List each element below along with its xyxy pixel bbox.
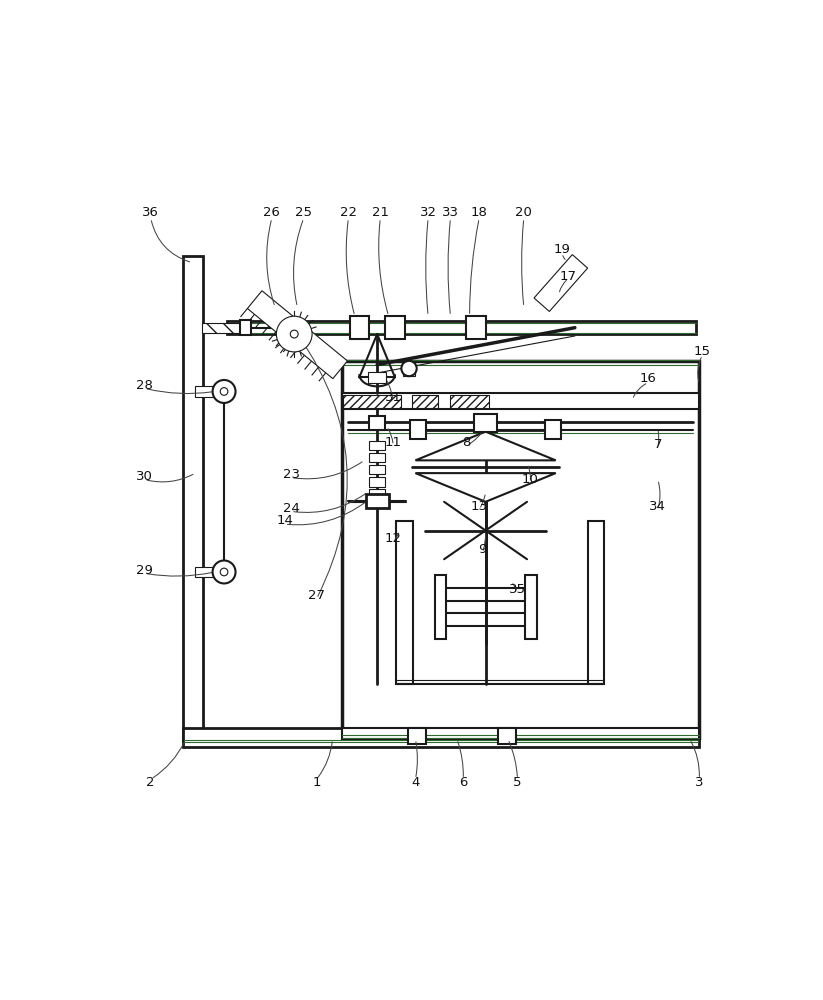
Text: 27: 27: [308, 589, 325, 602]
Bar: [227, 321, 696, 334]
Text: 3: 3: [695, 776, 704, 789]
Text: 19: 19: [554, 243, 570, 256]
Text: 6: 6: [459, 776, 467, 789]
Circle shape: [277, 316, 312, 352]
Bar: [450, 395, 489, 408]
Polygon shape: [416, 432, 556, 460]
Bar: [370, 416, 385, 430]
Text: 1: 1: [312, 776, 321, 789]
Bar: [412, 395, 438, 408]
Bar: [368, 372, 386, 383]
Text: 18: 18: [471, 206, 488, 219]
Bar: [183, 728, 700, 747]
Text: 35: 35: [509, 583, 526, 596]
Bar: [342, 361, 700, 738]
Text: 16: 16: [639, 372, 657, 385]
Text: 23: 23: [282, 468, 300, 481]
Bar: [202, 323, 240, 333]
Bar: [402, 365, 416, 376]
Text: 4: 4: [412, 776, 420, 789]
Circle shape: [221, 388, 228, 395]
Bar: [525, 575, 537, 639]
Text: 8: 8: [463, 436, 471, 449]
Bar: [240, 320, 252, 335]
Bar: [370, 477, 385, 487]
Bar: [467, 316, 486, 339]
Bar: [365, 494, 388, 508]
Bar: [411, 420, 426, 439]
Circle shape: [291, 330, 298, 338]
Bar: [343, 395, 401, 408]
Polygon shape: [534, 255, 588, 311]
Bar: [342, 393, 700, 409]
Text: 12: 12: [384, 532, 402, 545]
Bar: [370, 465, 385, 474]
Text: 26: 26: [263, 206, 281, 219]
Bar: [370, 453, 385, 462]
Text: 17: 17: [560, 270, 577, 283]
Bar: [407, 728, 425, 744]
Polygon shape: [248, 291, 347, 379]
Bar: [195, 386, 226, 397]
Bar: [370, 489, 385, 499]
Text: 9: 9: [478, 543, 486, 556]
Bar: [342, 728, 700, 739]
Text: 22: 22: [340, 206, 357, 219]
Bar: [195, 567, 226, 577]
Text: 31: 31: [384, 391, 402, 404]
Bar: [435, 575, 446, 639]
Bar: [588, 521, 604, 684]
Text: 30: 30: [136, 470, 153, 483]
Text: 7: 7: [653, 438, 662, 451]
Circle shape: [212, 380, 235, 403]
Circle shape: [221, 568, 228, 576]
Bar: [545, 420, 560, 439]
Bar: [183, 256, 203, 741]
Text: 10: 10: [522, 473, 539, 486]
Bar: [474, 414, 497, 432]
Text: 36: 36: [142, 206, 159, 219]
Text: 24: 24: [282, 502, 300, 515]
Polygon shape: [416, 473, 556, 502]
Text: 33: 33: [442, 206, 459, 219]
Text: 2: 2: [146, 776, 155, 789]
Text: 11: 11: [384, 436, 402, 449]
Circle shape: [402, 361, 416, 376]
Bar: [498, 728, 516, 744]
Text: 14: 14: [277, 514, 293, 527]
Text: 13: 13: [471, 500, 488, 513]
Text: 5: 5: [514, 776, 522, 789]
Circle shape: [212, 560, 235, 583]
Text: 21: 21: [372, 206, 388, 219]
Bar: [351, 316, 370, 339]
Text: 29: 29: [136, 564, 153, 577]
Bar: [370, 441, 385, 450]
Text: 25: 25: [295, 206, 312, 219]
Bar: [385, 316, 405, 339]
Text: 15: 15: [694, 345, 711, 358]
Text: 34: 34: [649, 500, 667, 513]
Bar: [397, 521, 413, 684]
Text: 32: 32: [420, 206, 437, 219]
Text: 28: 28: [136, 379, 153, 392]
Text: 20: 20: [515, 206, 532, 219]
